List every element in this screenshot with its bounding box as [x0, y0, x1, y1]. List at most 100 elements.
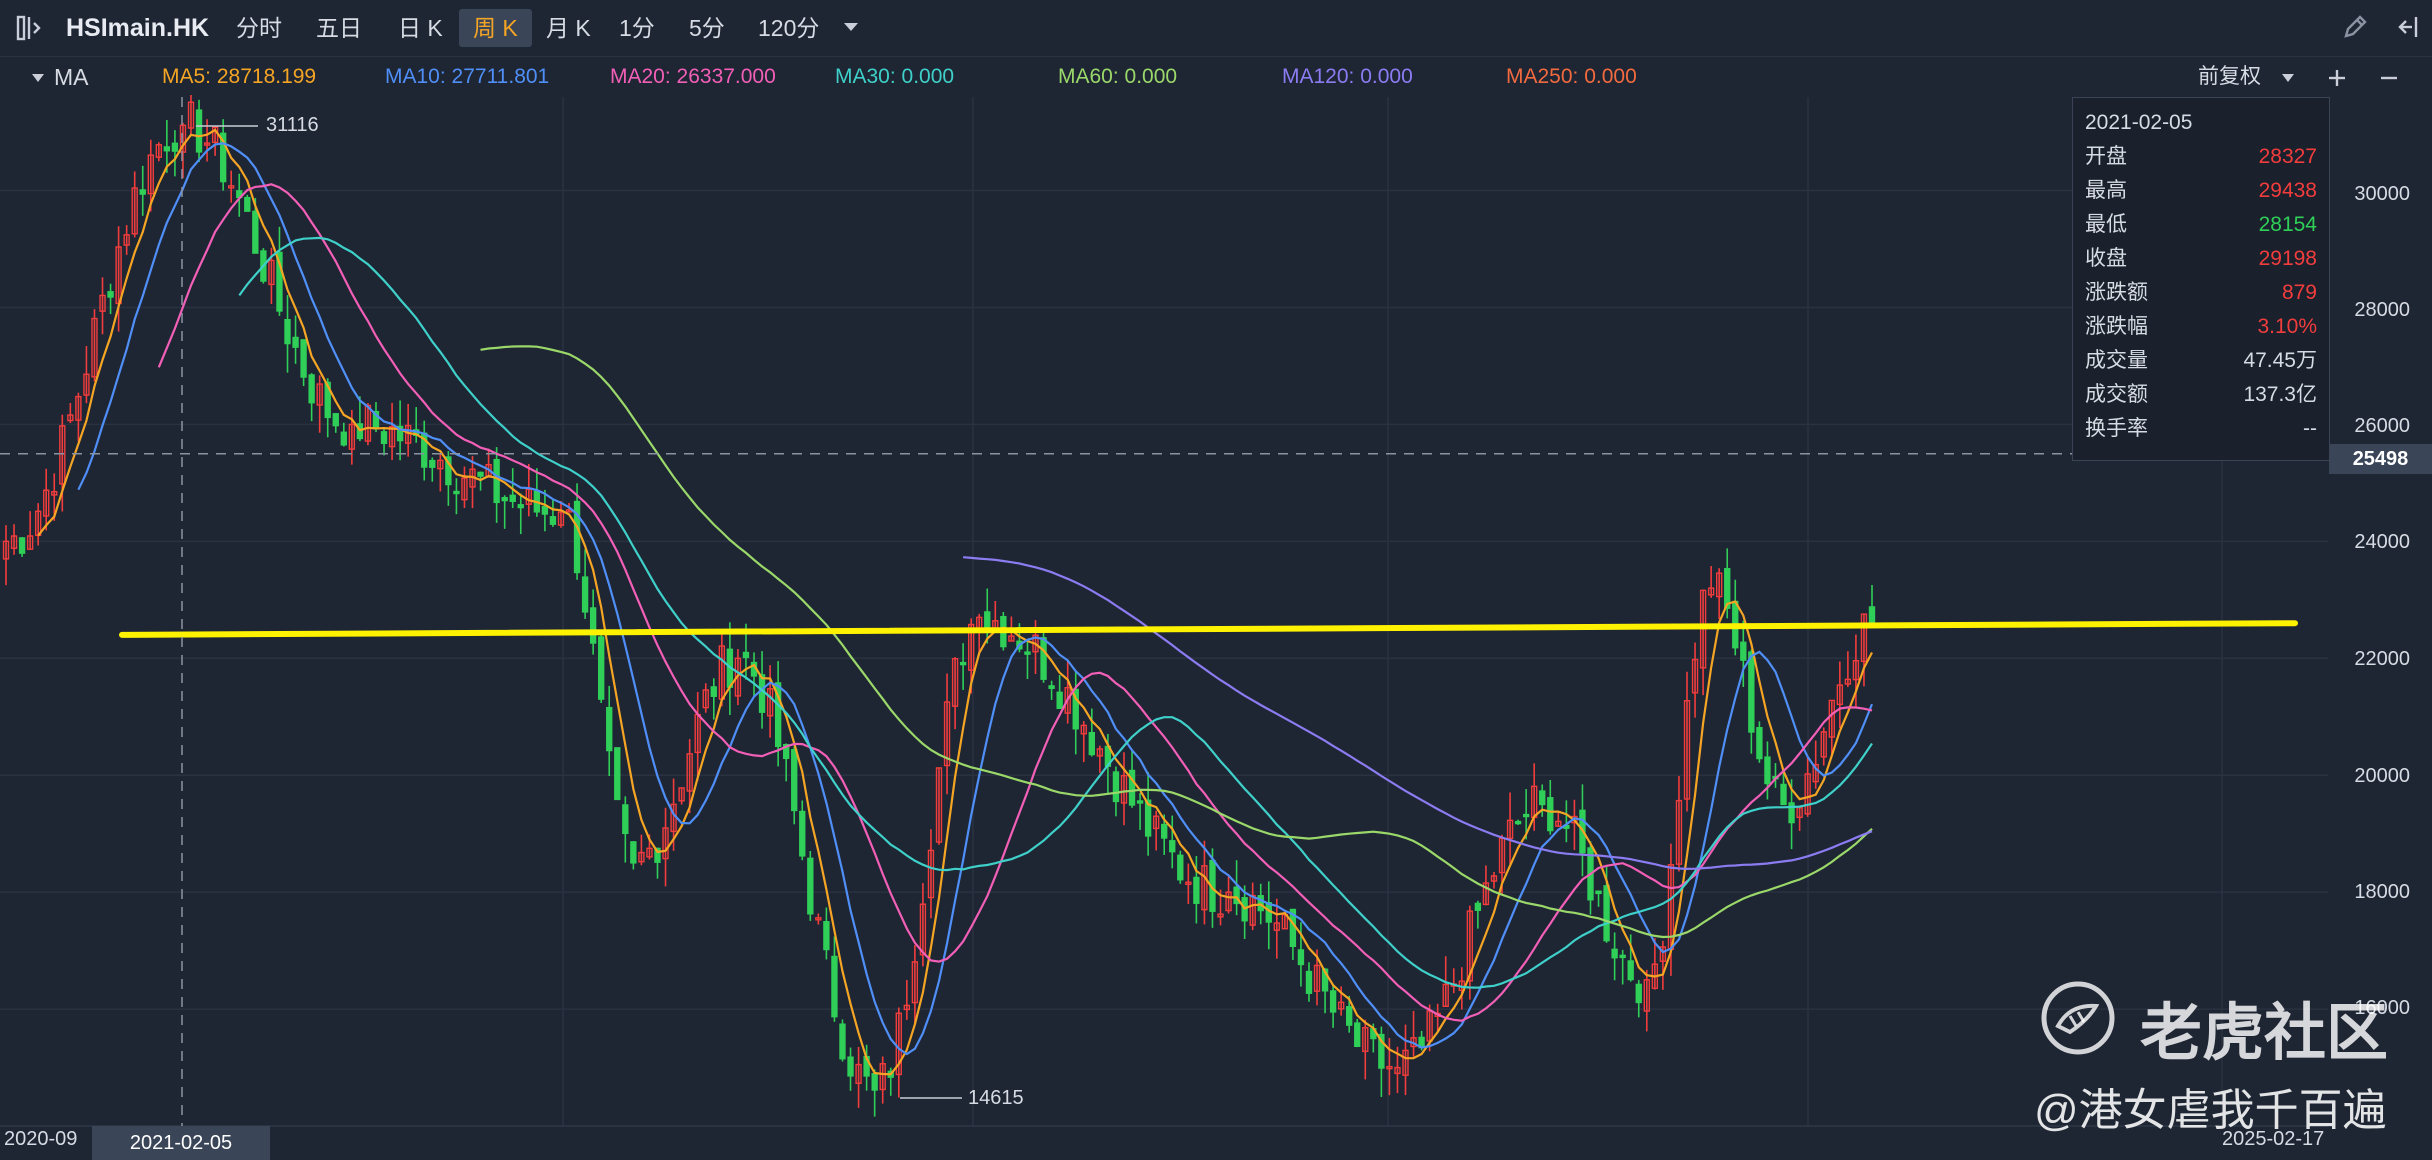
- candle-body: [1008, 635, 1015, 642]
- candle-body: [589, 607, 597, 644]
- candle-body: [2, 540, 10, 560]
- candle-body: [348, 423, 356, 450]
- candle-body: [300, 339, 307, 378]
- candle-body: [1611, 948, 1618, 959]
- candle-body: [445, 456, 452, 486]
- date-axis-start: 2020-09: [4, 1128, 78, 1150]
- candle-body: [509, 494, 516, 503]
- candle-body: [927, 849, 935, 899]
- candle-body: [332, 413, 339, 427]
- candle-body: [91, 317, 98, 378]
- candle-body: [43, 489, 50, 517]
- ma250-value: MA250: 0.000: [1506, 65, 1637, 88]
- candle-body: [284, 319, 291, 345]
- y-tick-26000: 26000: [2354, 415, 2410, 437]
- candle-body: [1040, 637, 1047, 680]
- candle-body: [1707, 587, 1715, 596]
- candle-body: [203, 142, 211, 146]
- candle-body: [1627, 960, 1634, 981]
- candle-body: [139, 189, 146, 195]
- adjust-mode-select[interactable]: 前复权: [2198, 65, 2261, 88]
- candle-body: [1635, 983, 1642, 1004]
- candle-body: [276, 251, 283, 312]
- candle-body: [179, 124, 187, 153]
- candle-body: [573, 500, 581, 574]
- candle-body: [1161, 823, 1168, 839]
- candle-body: [1675, 799, 1683, 865]
- period-tab-weekly[interactable]: 周 K: [459, 9, 532, 47]
- candle-body: [1305, 970, 1313, 994]
- candle-body: [1225, 891, 1232, 912]
- candle-body: [630, 841, 637, 864]
- period-tab-5day[interactable]: 五日: [316, 15, 362, 41]
- candle-body: [943, 701, 951, 767]
- ma5-line: [37, 128, 1873, 1076]
- draw-pencil-icon[interactable]: [2340, 12, 2370, 42]
- candle-body: [1088, 732, 1096, 756]
- candle-body: [1386, 1065, 1393, 1070]
- candle-body: [51, 491, 58, 496]
- candle-body: [1337, 1001, 1345, 1010]
- period-tab-monthly[interactable]: 月 K: [546, 15, 591, 41]
- candle-body: [549, 516, 557, 525]
- add-indicator-icon[interactable]: [2326, 67, 2348, 89]
- period-tab-daily[interactable]: 日 K: [398, 15, 443, 41]
- panel-toggle-icon[interactable]: [16, 14, 46, 42]
- ma20-line: [157, 183, 1873, 1022]
- candle-body: [1820, 731, 1827, 758]
- candle-body: [879, 1063, 886, 1091]
- candle-body: [1329, 990, 1337, 1013]
- period-tab-5min[interactable]: 5分: [689, 15, 725, 41]
- candle-body: [1812, 763, 1819, 783]
- candle-body: [1796, 807, 1803, 819]
- period-dropdown-icon[interactable]: [842, 20, 860, 34]
- candle-body: [662, 827, 669, 860]
- candle-body: [1764, 756, 1771, 785]
- adjust-dropdown-icon[interactable]: [2280, 71, 2296, 83]
- info-row-high: 最高 29438: [2085, 179, 2317, 202]
- collapse-panel-icon[interactable]: [2392, 12, 2422, 42]
- candle-body: [919, 903, 927, 956]
- candle-body: [1297, 949, 1305, 966]
- period-tab-intraday[interactable]: 分时: [236, 15, 282, 41]
- ma-label[interactable]: MA: [54, 64, 89, 90]
- candle-body: [1177, 854, 1184, 881]
- candle-body: [437, 459, 444, 470]
- symbol-title: HSImain.HK: [66, 14, 210, 42]
- candle-body: [1346, 1006, 1353, 1026]
- candle-body: [83, 373, 90, 396]
- candle-body: [1313, 964, 1321, 992]
- resistance-trendline: [119, 620, 2298, 638]
- candle-body: [871, 1072, 878, 1091]
- candle-body: [388, 426, 396, 448]
- info-date: 2021-02-05: [2085, 111, 2193, 134]
- candle-body: [1514, 820, 1522, 825]
- candle-body: [839, 1023, 846, 1060]
- candle-body: [99, 294, 106, 312]
- candle-body: [268, 259, 275, 286]
- remove-indicator-icon[interactable]: [2378, 67, 2400, 89]
- y-tick-30000: 30000: [2354, 183, 2410, 205]
- period-tab-120min[interactable]: 120分: [758, 15, 820, 41]
- info-row-turnover-rate: 换手率 --: [2085, 417, 2317, 440]
- candle-body: [1691, 658, 1699, 694]
- candle-body: [1120, 774, 1128, 804]
- candle-body: [1024, 651, 1031, 655]
- candle-body: [1619, 954, 1626, 959]
- ma-collapse-icon[interactable]: [30, 71, 46, 83]
- candle-body: [598, 636, 605, 700]
- candle-body: [742, 651, 750, 659]
- candle-body: [1595, 890, 1602, 895]
- candle-body: [123, 234, 130, 246]
- candle-body: [171, 142, 179, 152]
- candle-body: [791, 749, 798, 812]
- period-tab-1min[interactable]: 1分: [619, 15, 655, 41]
- candle-body: [774, 682, 782, 748]
- candle-body: [75, 395, 82, 421]
- candle-body: [1474, 902, 1482, 911]
- candle-body: [1466, 910, 1474, 982]
- info-row-volume: 成交量 47.45万: [2085, 349, 2317, 372]
- candle-body: [1378, 1033, 1385, 1069]
- candle-body: [581, 576, 589, 613]
